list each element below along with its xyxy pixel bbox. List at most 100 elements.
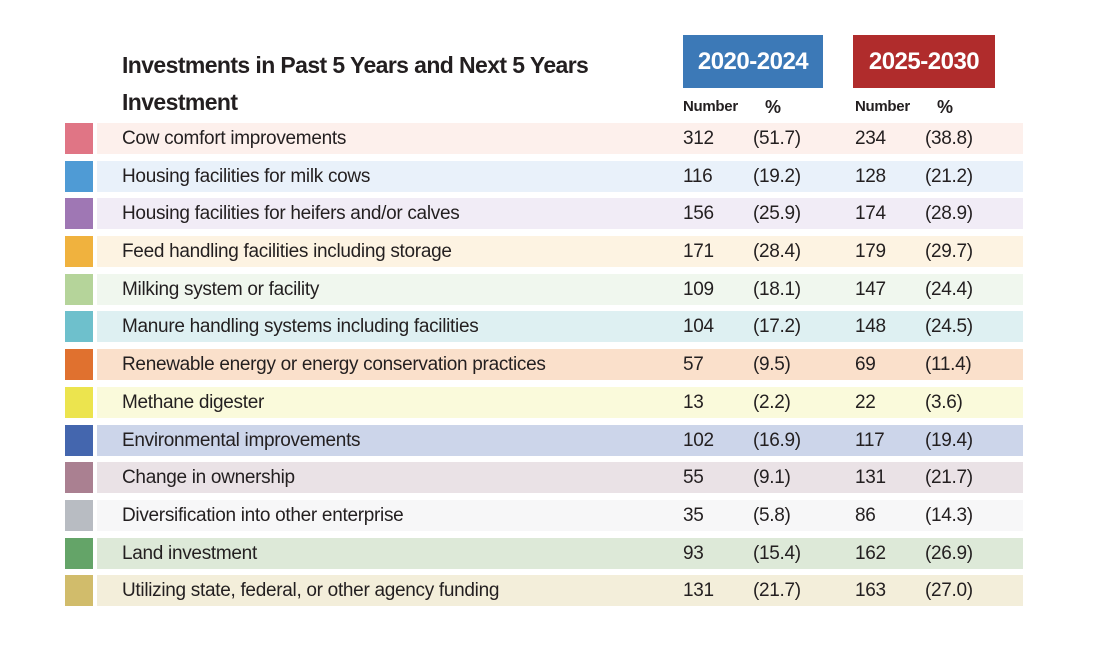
past-number-cell: 13	[683, 391, 704, 413]
past-percent-cell: (2.2)	[753, 391, 791, 413]
next-percent-cell: (38.8)	[925, 128, 973, 149]
row-label: Environmental improvements	[122, 429, 361, 451]
past-number-cell: 171	[683, 241, 714, 263]
table-row: Housing facilities for milk cows 116 (19.2…	[0, 160, 1100, 192]
row-background: Housing facilities for milk cows 116 (19.2…	[97, 160, 1023, 192]
next-number-cell: 163	[855, 580, 886, 602]
table-title: Investments in Past 5 Years and Next 5 Y…	[122, 52, 589, 78]
table-rows: Cow comfort improvements 312 (51.7) 234 (38.…	[0, 123, 1100, 613]
row-color-swatch	[65, 537, 93, 569]
column-header-2025-2030: 2025-2030	[853, 35, 995, 88]
table-row: Environmental improvements 102 (16.9) 117 (1…	[0, 424, 1100, 456]
row-label: Land investment	[122, 542, 257, 564]
table-row: Feed handling facilities including stora…	[0, 236, 1100, 268]
past-number-cell: 104	[683, 316, 714, 338]
row-background: Land investment 93 (15.4) 162 (26.9)	[97, 537, 1023, 569]
row-color-swatch	[65, 386, 93, 418]
next-number-cell: 148	[855, 316, 886, 338]
row-color-swatch	[65, 424, 93, 456]
past-number-cell: 93	[683, 542, 704, 564]
row-color-swatch	[65, 123, 93, 154]
past-number-cell: 57	[683, 354, 704, 376]
past-percent-cell: (19.2)	[753, 165, 801, 187]
row-color-swatch	[65, 198, 93, 230]
row-color-swatch	[65, 462, 93, 494]
past-number-cell: 109	[683, 278, 714, 300]
past-percent-cell: (15.4)	[753, 542, 801, 564]
next-number-cell: 22	[855, 391, 876, 413]
past-number-cell: 156	[683, 203, 714, 225]
row-background: Renewable energy or energy conservation …	[97, 349, 1023, 381]
next-percent-cell: (11.4)	[925, 354, 972, 376]
title-block: Investments in Past 5 Years and Next 5 Y…	[122, 48, 589, 119]
next-number-cell: 117	[855, 429, 885, 451]
next-percent-cell: (27.0)	[925, 580, 973, 602]
row-color-swatch	[65, 273, 93, 305]
past-percent-cell: (25.9)	[753, 203, 801, 225]
row-label: Feed handling facilities including stora…	[122, 241, 452, 263]
next-number-cell: 131	[855, 467, 886, 489]
subheader-number-past: Number	[683, 98, 738, 115]
row-label: Housing facilities for milk cows	[122, 165, 371, 187]
row-color-swatch	[65, 575, 93, 607]
table-row: Change in ownership 55 (9.1) 131 (21.7)	[0, 462, 1100, 494]
row-label: Utilizing state, federal, or other agenc…	[122, 580, 500, 602]
row-color-swatch	[65, 349, 93, 381]
next-number-cell: 234	[855, 128, 886, 149]
next-percent-cell: (24.5)	[925, 316, 973, 338]
row-background: Feed handling facilities including stora…	[97, 236, 1023, 268]
next-percent-cell: (21.2)	[925, 165, 973, 187]
past-number-cell: 131	[683, 580, 714, 602]
next-percent-cell: (19.4)	[925, 429, 973, 451]
table-row: Renewable energy or energy conservation …	[0, 349, 1100, 381]
table-row: Utilizing state, federal, or other agenc…	[0, 575, 1100, 607]
past-number-cell: 55	[683, 467, 704, 489]
row-background: Utilizing state, federal, or other agenc…	[97, 575, 1023, 607]
row-label: Diversification into other enterprise	[122, 504, 404, 526]
next-percent-cell: (28.9)	[925, 203, 973, 225]
next-percent-cell: (24.4)	[925, 278, 973, 300]
table-row: Milking system or facility 109 (18.1) 147 (2…	[0, 273, 1100, 305]
next-number-cell: 86	[855, 504, 876, 526]
table-row: Land investment 93 (15.4) 162 (26.9)	[0, 537, 1100, 569]
next-number-cell: 174	[855, 203, 886, 225]
row-background: Environmental improvements 102 (16.9) 117 (1…	[97, 424, 1023, 456]
past-percent-cell: (5.8)	[753, 504, 791, 526]
past-percent-cell: (16.9)	[753, 429, 801, 451]
next-number-cell: 162	[855, 542, 886, 564]
subheader-percent-past: %	[765, 97, 782, 117]
row-color-swatch	[65, 160, 93, 192]
row-color-swatch	[65, 236, 93, 268]
past-percent-cell: (9.1)	[753, 467, 791, 489]
next-number-cell: 69	[855, 354, 876, 376]
row-background: Manure handling systems including facili…	[97, 311, 1023, 343]
column-header-2020-2024: 2020-2024	[683, 35, 823, 88]
row-background: Milking system or facility 109 (18.1) 147 (2…	[97, 273, 1023, 305]
next-percent-cell: (3.6)	[925, 391, 963, 413]
next-number-cell: 147	[855, 278, 886, 300]
next-percent-cell: (14.3)	[925, 504, 973, 526]
next-percent-cell: (21.7)	[925, 467, 973, 489]
row-label: Methane digester	[122, 391, 265, 413]
past-percent-cell: (28.4)	[753, 241, 801, 263]
past-number-cell: 102	[683, 429, 714, 451]
row-label: Renewable energy or energy conservation …	[122, 354, 546, 376]
past-number-cell: 312	[683, 128, 714, 149]
next-number-cell: 179	[855, 241, 886, 263]
table-row: Diversification into other enterprise 35 (…	[0, 499, 1100, 531]
subheader-number-next: Number	[855, 98, 910, 115]
past-percent-cell: (9.5)	[753, 354, 791, 376]
subheader-percent-next: %	[937, 97, 954, 117]
next-percent-cell: (26.9)	[925, 542, 973, 564]
row-label: Milking system or facility	[122, 278, 320, 300]
row-background: Diversification into other enterprise 35 (…	[97, 499, 1023, 531]
next-percent-cell: (29.7)	[925, 241, 973, 263]
row-background: Housing facilities for heifers and/or ca…	[97, 198, 1023, 230]
past-percent-cell: (21.7)	[753, 580, 801, 602]
row-background: Change in ownership 55 (9.1) 131 (21.7)	[97, 462, 1023, 494]
past-percent-cell: (17.2)	[753, 316, 801, 338]
row-color-swatch	[65, 499, 93, 531]
table-row: Manure handling systems including facili…	[0, 311, 1100, 343]
table-row: Cow comfort improvements 312 (51.7) 234 (38.…	[0, 123, 1100, 154]
